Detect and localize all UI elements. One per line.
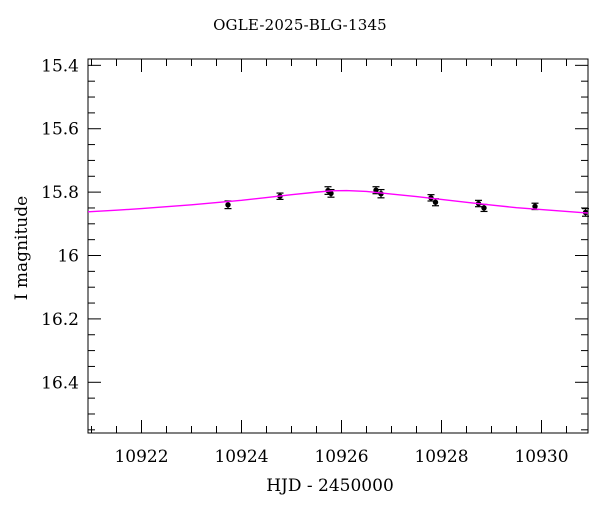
y-axis-title: I magnitude [12,195,32,301]
x-tick-label: 10924 [214,447,268,467]
data-point [225,202,231,208]
data-point [481,205,487,211]
data-point [373,187,379,193]
chart-title: OGLE-2025-BLG-1345 [213,16,387,34]
data-point [532,203,538,210]
y-tick-label: 15.6 [41,120,79,140]
x-tick-label: 10922 [114,447,168,467]
x-axis-title: HJD - 2450000 [266,476,394,496]
x-tick-label: 10930 [514,447,568,467]
y-tick-label: 16 [57,247,79,267]
data-point [328,190,334,197]
y-tick-label: 15.4 [41,56,79,76]
x-tick-label: 10928 [414,447,468,467]
y-tick-label: 16.2 [41,310,79,330]
data-point [432,199,439,205]
y-tick-label: 15.8 [41,183,79,203]
y-tick-label: 16.4 [41,373,79,393]
model-curve [87,189,589,214]
x-tick-label: 10926 [314,447,368,467]
plot-frame [87,58,589,434]
